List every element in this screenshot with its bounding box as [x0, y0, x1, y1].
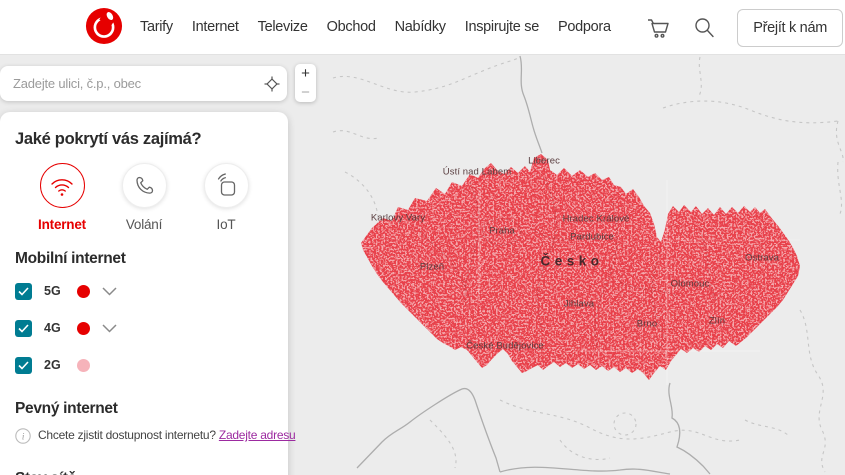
zoom-in-button[interactable]: +: [295, 64, 316, 83]
network-status-section: Stav sítě Pro zjištění stavu sítě stačí …: [15, 470, 273, 475]
layer-label-5g: 5G: [44, 284, 61, 298]
city-label: Jihlava: [563, 298, 595, 310]
coverage-layer: [361, 154, 800, 385]
nav-item-televize[interactable]: Televize: [257, 19, 308, 35]
checkbox-2g[interactable]: [15, 356, 32, 374]
layer-row-4g: 4G: [15, 315, 273, 341]
mobile-internet-title: Mobilní internet: [15, 250, 126, 267]
map-zoom-control: + −: [295, 64, 316, 102]
country-borders: [356, 55, 711, 475]
header-actions: Přejít k nám: [645, 0, 845, 55]
option-iot[interactable]: IoT: [191, 163, 261, 232]
top-navigation-bar: Tarify Internet Televize Obchod Nabídky …: [0, 0, 845, 55]
coverage-dot-2g: [77, 358, 90, 372]
layer-label-4g: 4G: [44, 321, 61, 335]
address-search: [0, 66, 287, 101]
checkbox-4g[interactable]: [15, 319, 32, 337]
check-icon: [18, 286, 29, 296]
fixed-internet-section: Pevný internet i Chcete zjistit dostupno…: [15, 400, 296, 444]
search-icon[interactable]: [691, 15, 717, 41]
nav-item-internet[interactable]: Internet: [191, 19, 239, 35]
cart-icon[interactable]: [645, 15, 671, 41]
phone-icon: [136, 176, 154, 194]
option-iot-label: IoT: [216, 217, 236, 232]
panel-question: Jaké pokrytí vás zajímá?: [15, 130, 202, 148]
city-label: Praha: [489, 225, 515, 237]
main-nav: Tarify Internet Televize Obchod Nabídky …: [140, 19, 611, 35]
city-label: Hradec Králové: [562, 213, 630, 225]
info-icon: i: [15, 428, 31, 444]
country-label: Česko: [540, 253, 604, 269]
city-label: Ostrava: [745, 252, 779, 264]
nav-item-tarify[interactable]: Tarify: [140, 19, 173, 35]
option-volani-label: Volání: [125, 217, 163, 232]
region-borders: [332, 56, 844, 473]
iot-icon: [217, 172, 236, 196]
nav-item-nabidky[interactable]: Nabídky: [394, 19, 446, 35]
nav-item-podpora[interactable]: Podpora: [558, 19, 611, 35]
locate-me-button[interactable]: [257, 69, 287, 99]
zoom-out-button[interactable]: −: [295, 83, 316, 102]
city-label: Brno: [636, 318, 658, 330]
coverage-panel: Jaké pokrytí vás zajímá? Internet: [0, 112, 296, 475]
city-label: Olomouc: [670, 278, 710, 290]
wifi-icon: [51, 178, 73, 196]
city-label: Ústí nad Labem: [442, 166, 512, 178]
network-status-title: Stav sítě: [15, 470, 273, 475]
option-internet[interactable]: Internet: [27, 163, 97, 232]
option-internet-label: Internet: [38, 217, 86, 232]
fixed-internet-question: Chcete zjistit dostupnost internetu?: [38, 428, 216, 442]
join-us-button[interactable]: Přejít k nám: [737, 8, 843, 47]
fixed-internet-title: Pevný internet: [15, 400, 118, 417]
option-volani[interactable]: Volání: [109, 163, 179, 232]
crosshair-icon: [264, 76, 280, 91]
vodafone-logo[interactable]: [85, 7, 123, 45]
address-search-input[interactable]: [0, 76, 257, 91]
city-label: Zlín: [708, 315, 726, 327]
checkbox-5g[interactable]: [15, 282, 32, 300]
nav-item-inspirujte-se[interactable]: Inspirujte se: [464, 19, 540, 35]
layer-row-5g: 5G: [15, 278, 273, 304]
city-label: Karlovy Vary: [370, 212, 426, 224]
layer-row-2g: 2G: [15, 352, 273, 378]
chevron-down-icon[interactable]: [102, 286, 117, 296]
svg-text:i: i: [22, 431, 25, 441]
enter-address-link[interactable]: Zadejte adresu: [218, 428, 296, 442]
city-label: Plzeň: [419, 261, 445, 273]
nav-item-obchod[interactable]: Obchod: [326, 19, 376, 35]
layer-label-2g: 2G: [44, 358, 61, 372]
coverage-dot-5g: [77, 284, 90, 298]
city-label: Pardubice: [570, 231, 614, 243]
city-label: České Budějovice: [466, 340, 544, 352]
city-label: Liberec: [528, 155, 560, 167]
check-icon: [18, 360, 29, 370]
coverage-options: Internet Volání IoT: [15, 163, 273, 232]
coverage-dot-4g: [77, 321, 90, 335]
check-icon: [18, 323, 29, 333]
chevron-down-icon[interactable]: [102, 323, 117, 333]
